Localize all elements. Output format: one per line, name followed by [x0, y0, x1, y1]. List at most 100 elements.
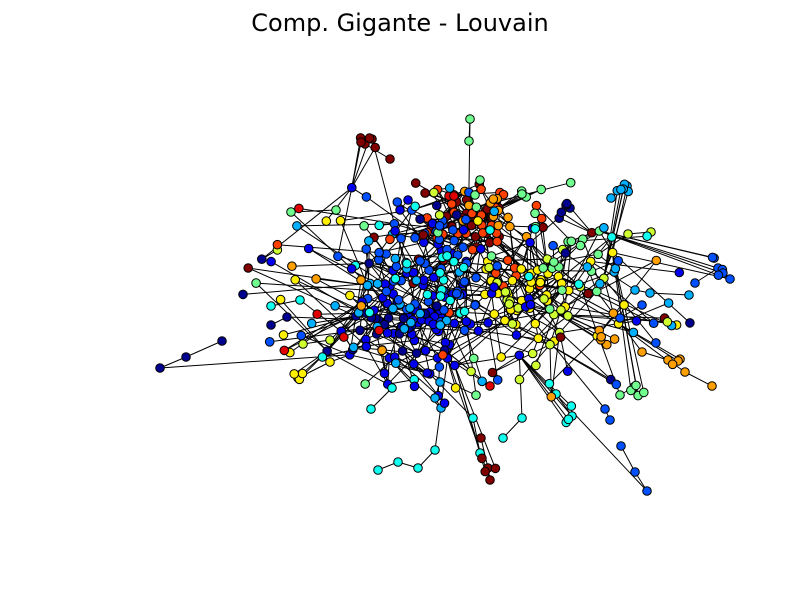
graph-node	[461, 316, 472, 327]
graph-node	[415, 214, 425, 224]
graph-node	[390, 226, 400, 236]
graph-node	[282, 312, 292, 322]
graph-node	[504, 299, 515, 309]
graph-edge	[447, 320, 506, 359]
graph-node	[415, 256, 425, 266]
graph-node	[637, 347, 647, 357]
graph-edge	[564, 241, 572, 307]
graph-edge	[684, 371, 713, 387]
graph-edge	[370, 387, 393, 410]
graph-node	[725, 274, 735, 284]
graph-node	[545, 304, 555, 314]
graph-node	[449, 256, 459, 267]
graph-node	[330, 301, 340, 311]
graph-node	[475, 175, 485, 185]
graph-edge	[612, 185, 628, 253]
graph-edge	[494, 182, 571, 203]
graph-node	[503, 255, 513, 266]
graph-node	[387, 383, 397, 393]
graph-node	[415, 308, 426, 319]
graph-edge	[284, 312, 359, 351]
graph-edge	[497, 293, 513, 325]
graph-node	[648, 318, 659, 329]
graph-node	[489, 309, 500, 319]
graph-edge	[301, 335, 350, 356]
graph-node	[707, 252, 718, 263]
graph-node	[492, 375, 503, 385]
graph-node	[538, 263, 549, 273]
graph-node	[294, 203, 304, 214]
graph-edge	[377, 253, 387, 284]
graph-node	[639, 387, 649, 398]
graph-node	[536, 213, 547, 224]
graph-node	[616, 441, 626, 451]
graph-node	[278, 330, 289, 340]
graph-node	[374, 247, 384, 258]
graph-edge	[599, 230, 723, 270]
graph-node	[450, 383, 461, 393]
graph-node	[514, 350, 525, 361]
graph-edge	[518, 355, 523, 419]
graph-node	[596, 332, 607, 342]
graph-edge	[444, 349, 472, 372]
graph-edge	[366, 196, 424, 238]
graph-edge	[596, 290, 672, 327]
graph-node	[422, 368, 432, 378]
graph-node	[607, 232, 617, 242]
graph-node	[611, 379, 622, 390]
graph-node	[555, 332, 566, 343]
graph-node	[335, 215, 346, 226]
graph-edge	[294, 279, 367, 347]
graph-edge	[599, 230, 713, 258]
graph-node	[609, 334, 620, 344]
graph-node	[311, 274, 321, 284]
graph-node	[391, 261, 402, 272]
graph-node	[563, 311, 573, 321]
graph-node	[405, 303, 415, 313]
graph-node	[503, 212, 513, 223]
graph-edge	[518, 354, 572, 407]
graph-node	[435, 268, 445, 278]
graph-edge	[500, 323, 536, 358]
graph-node	[630, 467, 640, 477]
graph-node	[411, 348, 422, 359]
graph-node	[582, 262, 593, 272]
graph-node	[295, 295, 305, 305]
graph-node	[449, 191, 459, 201]
graph-edge	[185, 340, 223, 358]
graph-edge	[620, 445, 636, 473]
graph-node	[264, 337, 275, 347]
graph-node	[434, 362, 445, 372]
graph-edge	[325, 187, 353, 222]
graph-edge	[534, 323, 606, 410]
graph-edge	[301, 315, 357, 337]
graph-node	[381, 286, 392, 297]
graph-node	[473, 326, 484, 336]
graph-node	[517, 413, 527, 423]
graph-node	[321, 216, 332, 226]
graph-node	[476, 433, 486, 443]
graph-node	[410, 201, 420, 212]
graph-node	[393, 295, 404, 305]
graph-edge	[596, 260, 657, 337]
graph-node	[500, 287, 511, 297]
graph-edge	[491, 255, 513, 282]
graph-node	[507, 319, 518, 329]
graph-node	[306, 318, 317, 329]
graph-node	[476, 184, 486, 195]
graph-node	[498, 433, 508, 443]
graph-edge	[349, 354, 428, 374]
graph-edge	[649, 292, 690, 296]
graph-node	[364, 307, 375, 318]
graph-node	[390, 253, 401, 264]
graph-node	[605, 415, 615, 425]
graph-node	[429, 187, 439, 198]
graph-edge	[549, 344, 552, 397]
graph-node	[525, 299, 536, 310]
graph-edge	[351, 147, 376, 188]
graph-node	[606, 193, 616, 203]
graph-node	[516, 264, 527, 274]
graph-node	[458, 262, 469, 273]
graph-node	[420, 345, 431, 356]
